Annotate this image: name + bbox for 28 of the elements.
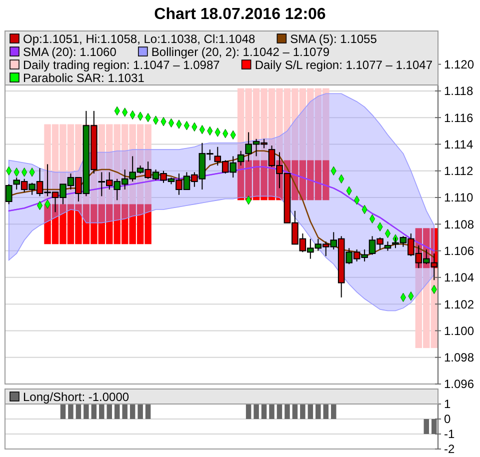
legend-label: SMA (20): 1.1060 xyxy=(23,45,117,59)
y-tick-label: 1.100 xyxy=(444,324,474,338)
legend-label: Daily trading region: 1.1047 – 1.0987 xyxy=(23,58,220,72)
y-tick-label: 0 xyxy=(444,412,451,426)
y-tick-label: 1.114 xyxy=(444,137,474,152)
y-tick-label: 1.110 xyxy=(444,190,474,205)
y-tick-label: 1.098 xyxy=(444,350,474,365)
legend-label: Op:1.1051, Hi:1.1058, Lo:1.1038, Cl:1.1048 xyxy=(23,32,256,46)
y-tick-label: 1 xyxy=(444,397,451,412)
candlestick xyxy=(5,184,12,205)
y-tick-label: 1.120 xyxy=(444,58,474,72)
y-tick-label: 1.108 xyxy=(444,217,474,232)
legend-label: Daily S/L region: 1.1077 – 1.1047 xyxy=(254,58,433,72)
legend-label: SMA (5): 1.1055 xyxy=(290,32,378,46)
y-tick-label: 1.112 xyxy=(444,164,474,178)
legend-label: Long/Short: -1.0000 xyxy=(23,390,130,404)
chart-title: Chart 18.07.2016 12:06 xyxy=(154,6,326,23)
candlestick xyxy=(384,240,392,252)
y-tick-label: 1.116 xyxy=(444,110,474,125)
y-tick-label: 1.104 xyxy=(444,270,474,285)
y-tick-label: -1 xyxy=(444,427,455,442)
y-tick-label: 1.118 xyxy=(444,84,474,98)
y-tick-label: 1.106 xyxy=(444,244,474,258)
y-tick-label: -2 xyxy=(444,442,455,456)
y-tick-label: 1.096 xyxy=(444,377,474,392)
y-tick-label: 1.102 xyxy=(444,297,474,312)
legend-label: Parabolic SAR: 1.1031 xyxy=(23,71,145,85)
legend-label: Bollinger (20, 2): 1.1042 – 1.1079 xyxy=(151,45,330,59)
